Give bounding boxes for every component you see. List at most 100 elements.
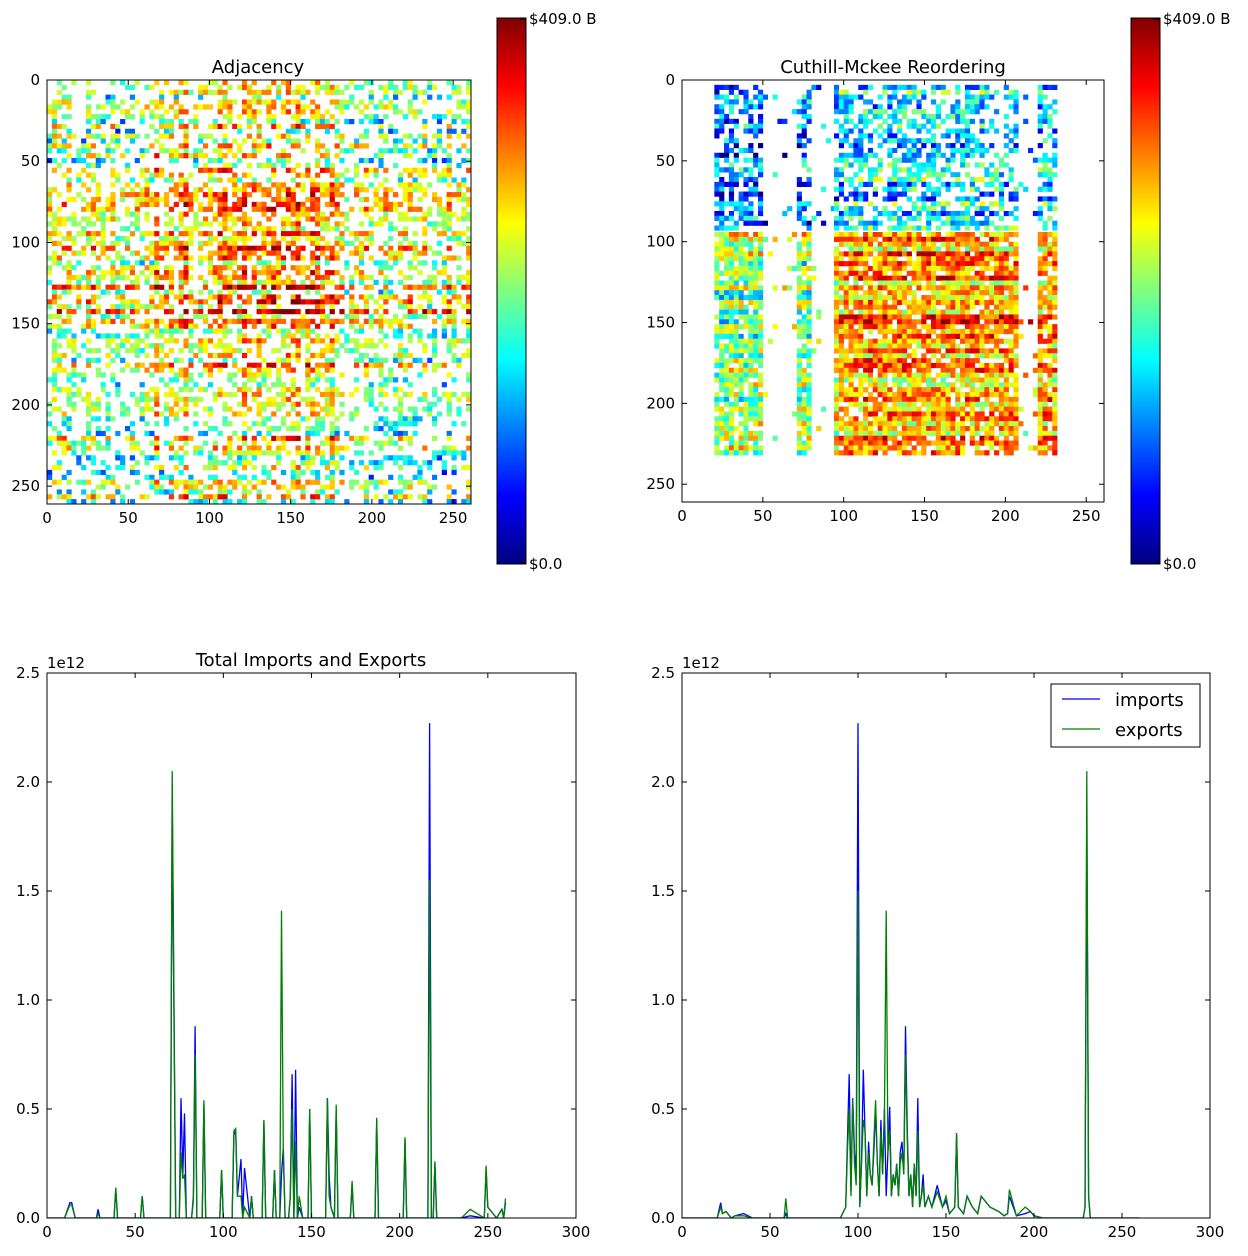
heatmap-cell [169, 241, 174, 246]
heatmap-cell [208, 251, 213, 256]
heatmap-cell [868, 221, 873, 226]
heatmap-cell [797, 416, 802, 421]
heatmap-cell [398, 148, 403, 153]
heatmap-cell [447, 280, 452, 285]
heatmap-cell [777, 119, 782, 124]
heatmap-cell [926, 211, 931, 216]
heatmap-cell [758, 119, 763, 124]
heatmap-cell [247, 134, 252, 139]
heatmap-cell [902, 133, 907, 138]
heatmap-cell [218, 304, 223, 309]
heatmap-cell [71, 450, 76, 455]
heatmap-cell [882, 232, 887, 237]
heatmap-cell [408, 216, 413, 221]
heatmap-cell [714, 226, 719, 231]
heatmap-cell [144, 216, 149, 221]
heatmap-cell [378, 372, 383, 377]
heatmap-cell [52, 158, 57, 163]
heatmap-cell [81, 465, 86, 470]
heatmap-cell [154, 329, 159, 334]
heatmap-cell [179, 460, 184, 465]
heatmap-cell [714, 334, 719, 339]
heatmap-cell [432, 114, 437, 119]
heatmap-cell [169, 329, 174, 334]
heatmap-cell [315, 431, 320, 436]
heatmap-cell [461, 212, 466, 217]
heatmap-cell [47, 231, 52, 236]
heatmap-cell [71, 372, 76, 377]
heatmap-cell [218, 353, 223, 358]
heatmap-cell [427, 485, 432, 490]
heatmap-cell [105, 246, 110, 251]
heatmap-cell [714, 95, 719, 100]
heatmap-cell [198, 480, 203, 485]
heatmap-cell [164, 338, 169, 343]
heatmap-cell [222, 280, 227, 285]
heatmap-cell [447, 431, 452, 436]
heatmap-cell [758, 314, 763, 319]
heatmap-cell [169, 304, 174, 309]
heatmap-cell [797, 348, 802, 353]
heatmap-cell [164, 421, 169, 426]
heatmap-cell [140, 324, 145, 329]
heatmap-cell [310, 285, 315, 290]
heatmap-cell [359, 485, 364, 490]
heatmap-cell [946, 211, 951, 216]
heatmap-cell [719, 242, 724, 247]
heatmap-cell [1004, 162, 1009, 167]
heatmap-cell [203, 319, 208, 324]
heatmap-cell [227, 421, 232, 426]
heatmap-cell [452, 489, 457, 494]
heatmap-cell [724, 348, 729, 353]
heatmap-cell [320, 124, 325, 129]
heatmap-cell [335, 177, 340, 182]
heatmap-cell [955, 119, 960, 124]
heatmap-cell [257, 134, 262, 139]
heatmap-cell [826, 138, 831, 143]
heatmap-cell [729, 129, 734, 134]
heatmap-cell [276, 241, 281, 246]
heatmap-cell [291, 168, 296, 173]
heatmap-cell [403, 197, 408, 202]
heatmap-cell [892, 162, 897, 167]
heatmap-cell [320, 85, 325, 90]
heatmap-cell [66, 285, 71, 290]
heatmap-cell [897, 232, 902, 237]
heatmap-cell [758, 99, 763, 104]
heatmap-cell [447, 411, 452, 416]
heatmap-cell [320, 441, 325, 446]
heatmap-cell [266, 290, 271, 295]
heatmap-cell [257, 304, 262, 309]
heatmap-cell [960, 162, 965, 167]
heatmap-cell [320, 212, 325, 217]
heatmap-cell [188, 475, 193, 480]
heatmap-cell [975, 177, 980, 182]
heatmap-cell [149, 241, 154, 246]
heatmap-cell [359, 436, 364, 441]
heatmap-cell [839, 153, 844, 158]
heatmap-cell [330, 246, 335, 251]
heatmap-cell [965, 119, 970, 124]
heatmap-cell [198, 309, 203, 314]
heatmap-cell [188, 485, 193, 490]
heatmap-cell [1043, 172, 1048, 177]
heatmap-cell [1009, 226, 1014, 231]
heatmap-cell [452, 192, 457, 197]
heatmap-cell [364, 285, 369, 290]
heatmap-cell [105, 285, 110, 290]
heatmap-cell [66, 329, 71, 334]
heatmap-cell [806, 348, 811, 353]
heatmap-cell [76, 177, 81, 182]
heatmap-cell [743, 358, 748, 363]
heatmap-cell [310, 187, 315, 192]
heatmap-cell [281, 182, 286, 187]
heatmap-cell [748, 397, 753, 402]
heatmap-cell [247, 299, 252, 304]
heatmap-cell [398, 411, 403, 416]
heatmap-cell [164, 270, 169, 275]
adjacency-ytick-label-2: 100 [11, 233, 40, 251]
heatmap-cell [174, 182, 179, 187]
heatmap-cell [802, 158, 807, 163]
heatmap-cell [739, 295, 744, 300]
heatmap-cell [344, 290, 349, 295]
